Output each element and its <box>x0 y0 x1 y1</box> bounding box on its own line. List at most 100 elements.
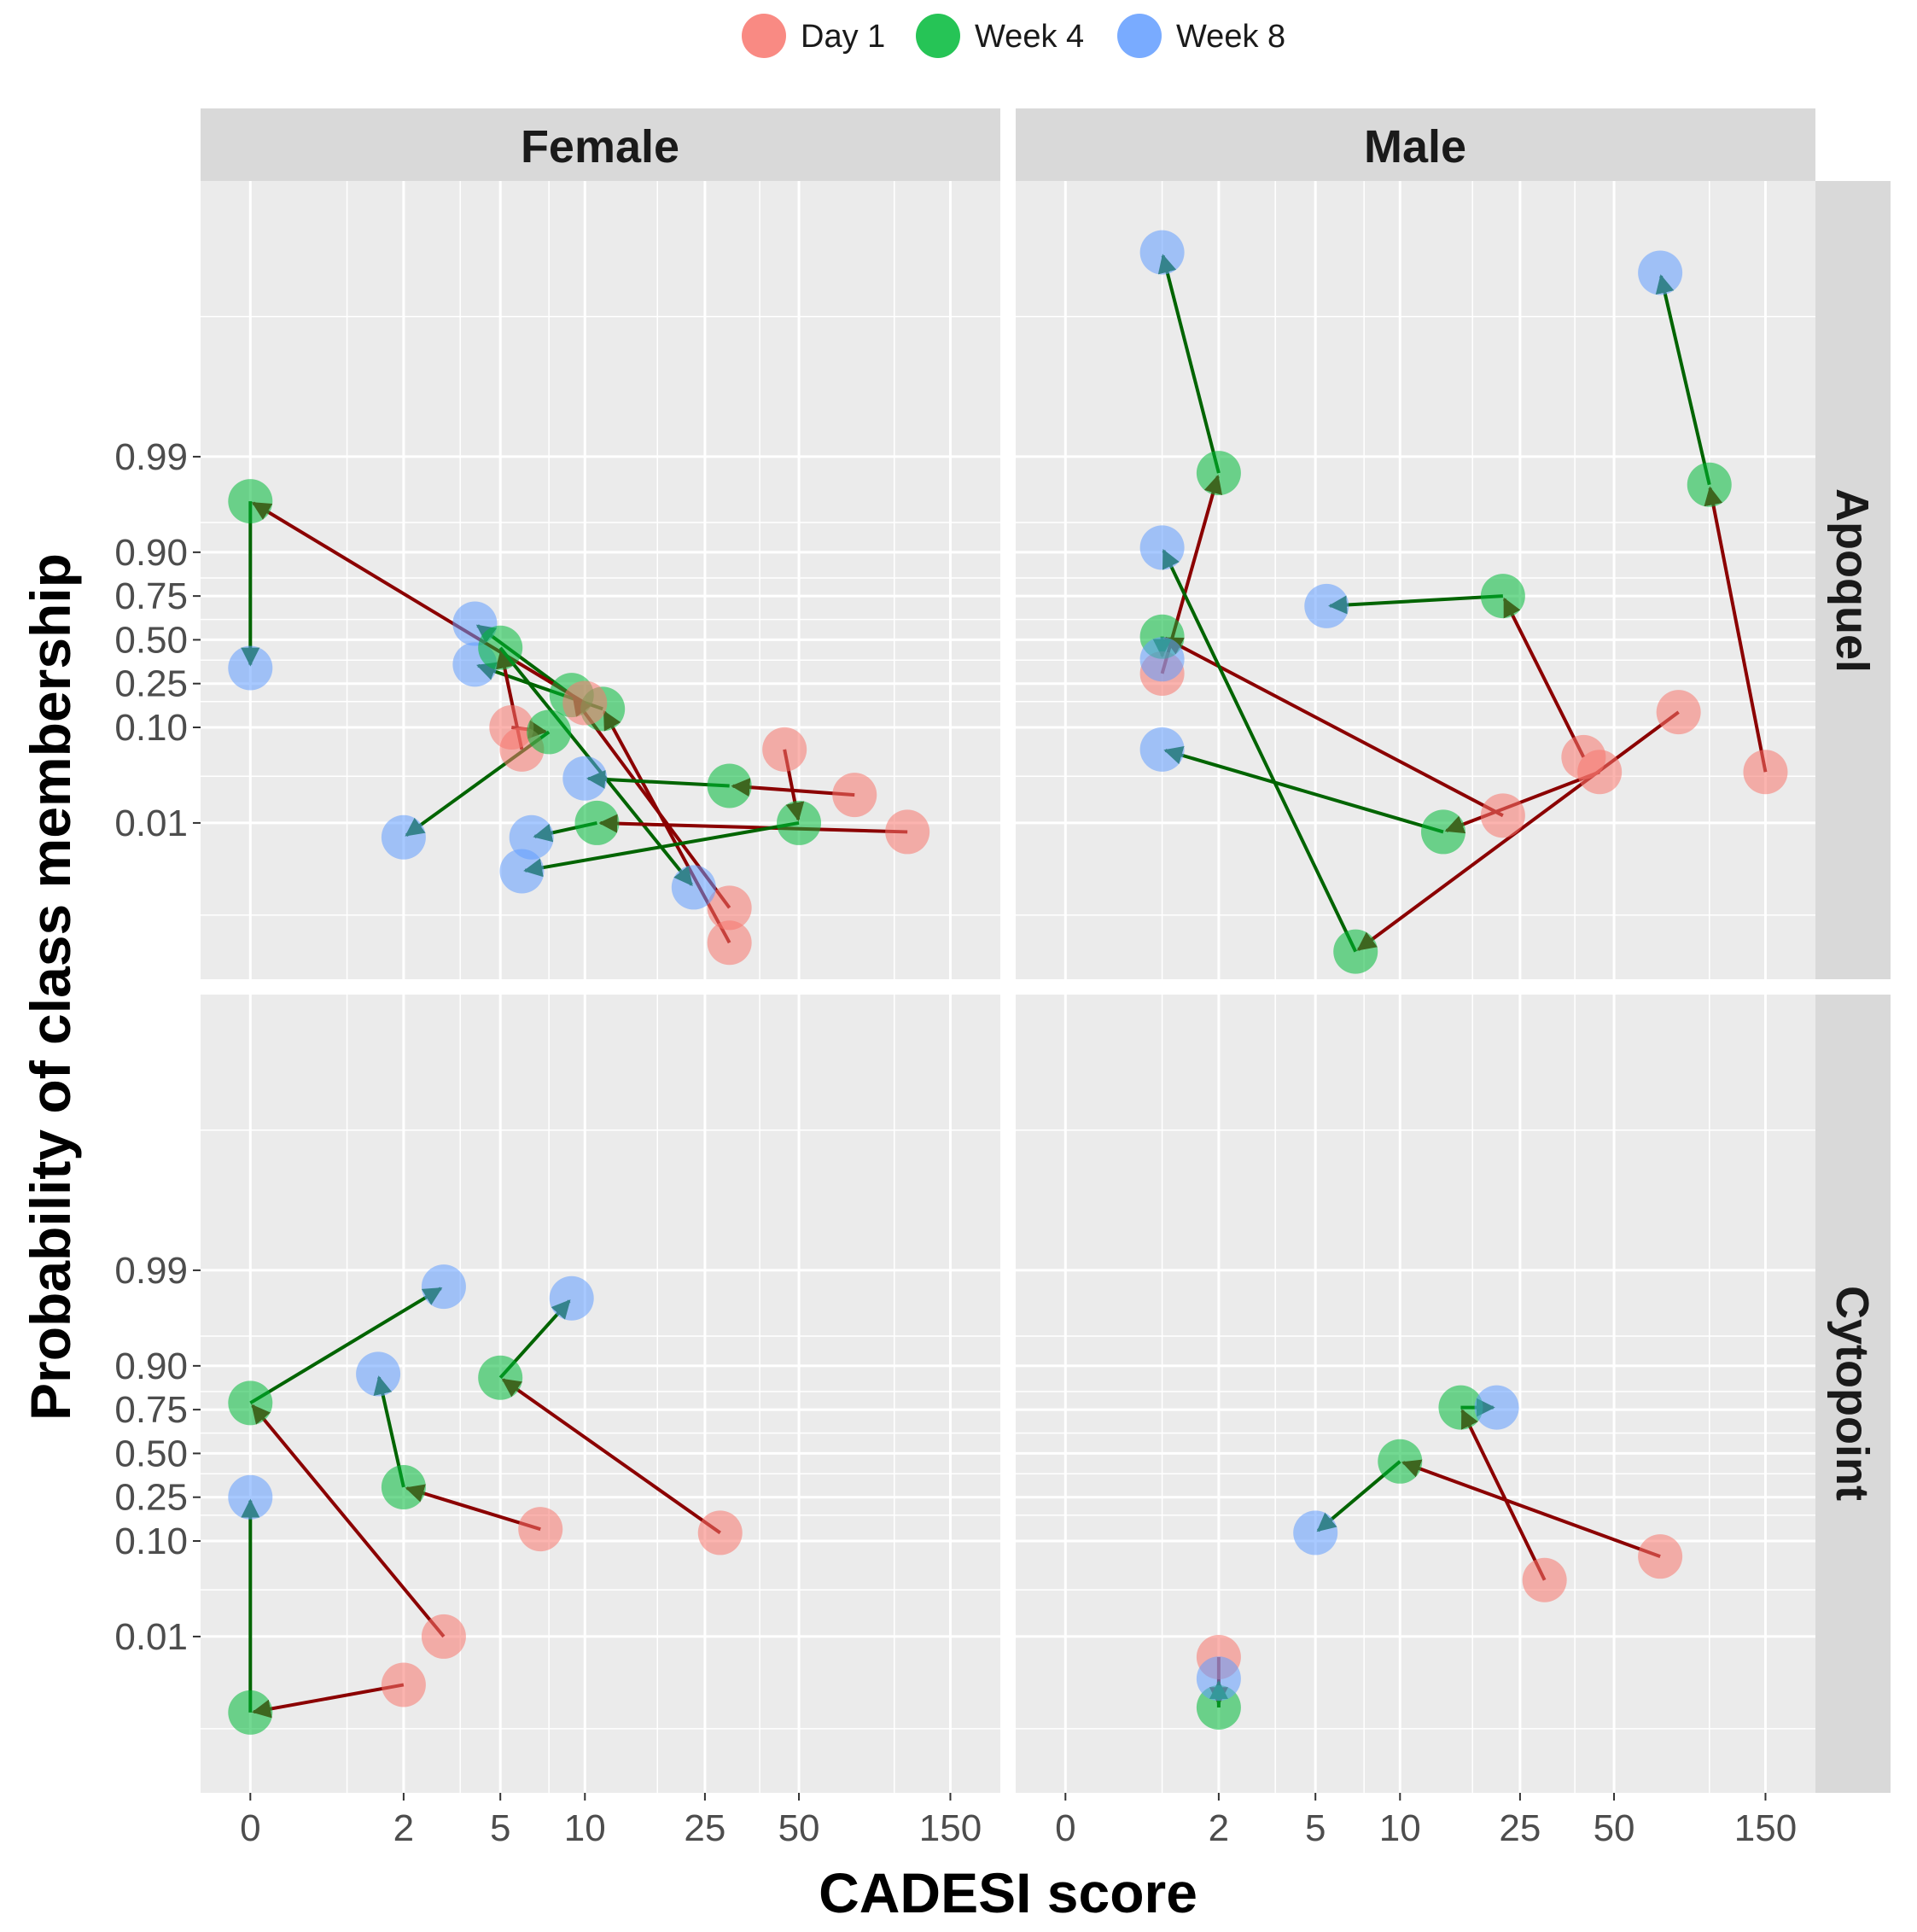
legend-key-day1 <box>742 14 786 58</box>
point-week4 <box>527 709 572 755</box>
point-week8 <box>1304 583 1349 628</box>
legend-entry-day1: Day 1 <box>742 14 885 58</box>
point-week4 <box>381 1464 426 1509</box>
point-week4 <box>478 1355 523 1400</box>
strip-label-apoquel: Apoquel <box>1827 488 1878 673</box>
point-week8 <box>549 1275 594 1321</box>
panel-male-apoquel <box>1016 181 1815 979</box>
legend-entry-week8: Week 8 <box>1117 14 1285 58</box>
point-week8 <box>499 849 545 894</box>
panel-female-cytopoint <box>201 995 1000 1793</box>
point-week8 <box>1139 230 1185 275</box>
strip-label-female: Female <box>521 121 679 172</box>
point-day1 <box>1743 750 1788 795</box>
x-tick-label: 50 <box>1594 1807 1635 1849</box>
point-week8 <box>1638 250 1683 295</box>
panel-female-apoquel <box>201 181 1000 979</box>
strip-label-cytopoint: Cytopoint <box>1827 1286 1878 1501</box>
x-tick-label: 0 <box>240 1807 260 1849</box>
point-week4 <box>1196 451 1241 496</box>
y-tick-label: 0.75 <box>114 575 188 617</box>
point-day1 <box>1656 690 1701 735</box>
y-tick-label: 0.75 <box>114 1389 188 1431</box>
point-week8 <box>228 1474 273 1520</box>
arrow-day1-week4 <box>251 1404 446 1638</box>
arrow-day1-week4 <box>1502 597 1586 758</box>
legend-key-week8 <box>1117 14 1162 58</box>
x-tick-label: 5 <box>1305 1807 1326 1849</box>
strip-cytopoint: Cytopoint <box>1815 995 1891 1793</box>
point-day1 <box>832 773 877 818</box>
point-week4 <box>1333 929 1378 974</box>
x-tick-label: 25 <box>684 1807 725 1849</box>
point-day1 <box>562 680 608 726</box>
y-tick-label: 0.10 <box>114 1521 188 1562</box>
y-tick-label: 0.01 <box>114 803 188 844</box>
y-tick-label: 0.99 <box>114 1250 188 1292</box>
arrow-day1-week4 <box>1401 1459 1661 1559</box>
point-day1 <box>1522 1557 1567 1602</box>
x-tick-label: 50 <box>778 1807 820 1849</box>
x-tick-label: 0 <box>1055 1807 1075 1849</box>
legend: Day 1 Week 4 Week 8 <box>742 14 1285 58</box>
point-week8 <box>356 1351 401 1397</box>
point-week4 <box>777 800 822 845</box>
legend-entry-week4: Week 4 <box>916 14 1084 58</box>
x-tick-label: 5 <box>490 1807 510 1849</box>
arrow-week4-week8 <box>1162 549 1358 953</box>
arrow-day1-week4 <box>501 1378 721 1535</box>
x-tick-label: 150 <box>919 1807 982 1849</box>
point-week8 <box>671 865 716 910</box>
strip-label-male: Male <box>1364 121 1466 172</box>
panel-bg <box>1016 995 1815 1793</box>
point-week8 <box>1139 525 1185 570</box>
x-tick-label: 2 <box>393 1807 414 1849</box>
arrow-week4-week8 <box>523 820 800 878</box>
y-axis-title: Probability of class membership <box>19 553 82 1421</box>
legend-label-day1: Day 1 <box>801 19 885 55</box>
point-week8 <box>1196 1656 1241 1701</box>
point-day1 <box>518 1507 563 1552</box>
x-axis-female: 0 2 5 10 25 50 150 <box>240 1793 982 1849</box>
arrow-week4-week8 <box>1655 274 1711 486</box>
x-tick-label: 10 <box>1379 1807 1421 1849</box>
point-day1 <box>707 885 752 931</box>
y-axis-apoquel: 0.01 0.100.250.500.750.90 0.99 <box>114 436 201 844</box>
x-tick-label: 2 <box>1209 1807 1229 1849</box>
x-tick-label: 10 <box>564 1807 606 1849</box>
y-axis-cytopoint: 0.01 0.100.250.500.750.90 0.99 <box>114 1250 201 1658</box>
x-tick-label: 25 <box>1499 1807 1541 1849</box>
y-tick-label: 0.90 <box>114 1345 188 1387</box>
point-week4 <box>1438 1385 1483 1430</box>
point-week4 <box>574 800 620 845</box>
point-week4 <box>228 1690 273 1735</box>
point-day1 <box>697 1510 743 1556</box>
arrow-day1-week4 <box>1444 770 1600 834</box>
point-day1 <box>1577 750 1623 795</box>
panel-bg <box>201 181 1000 979</box>
point-week4 <box>228 479 273 524</box>
y-tick-label: 0.10 <box>114 707 188 749</box>
arrow-week4-week8 <box>1328 594 1503 615</box>
panel-male-cytopoint <box>1016 995 1815 1793</box>
point-day1 <box>885 809 930 855</box>
point-week8 <box>1139 727 1185 772</box>
point-week8 <box>509 814 554 860</box>
point-week8 <box>228 645 273 691</box>
y-tick-label: 0.25 <box>114 1477 188 1519</box>
arrow-day1-week4 <box>405 1484 541 1532</box>
point-week4 <box>478 625 523 670</box>
x-tick-label: 150 <box>1734 1807 1797 1849</box>
legend-label-week4: Week 4 <box>975 19 1084 55</box>
point-day1 <box>381 1662 426 1707</box>
point-day1 <box>421 1614 466 1659</box>
point-week4 <box>1480 574 1525 619</box>
arrow-week4-week8 <box>586 769 730 789</box>
point-week4 <box>1687 462 1732 507</box>
point-week4 <box>1420 809 1465 855</box>
arrow-day1-week4 <box>598 814 908 834</box>
arrow-day1-week4 <box>1460 1409 1547 1581</box>
point-day1 <box>707 920 752 966</box>
y-tick-label: 0.99 <box>114 436 188 478</box>
